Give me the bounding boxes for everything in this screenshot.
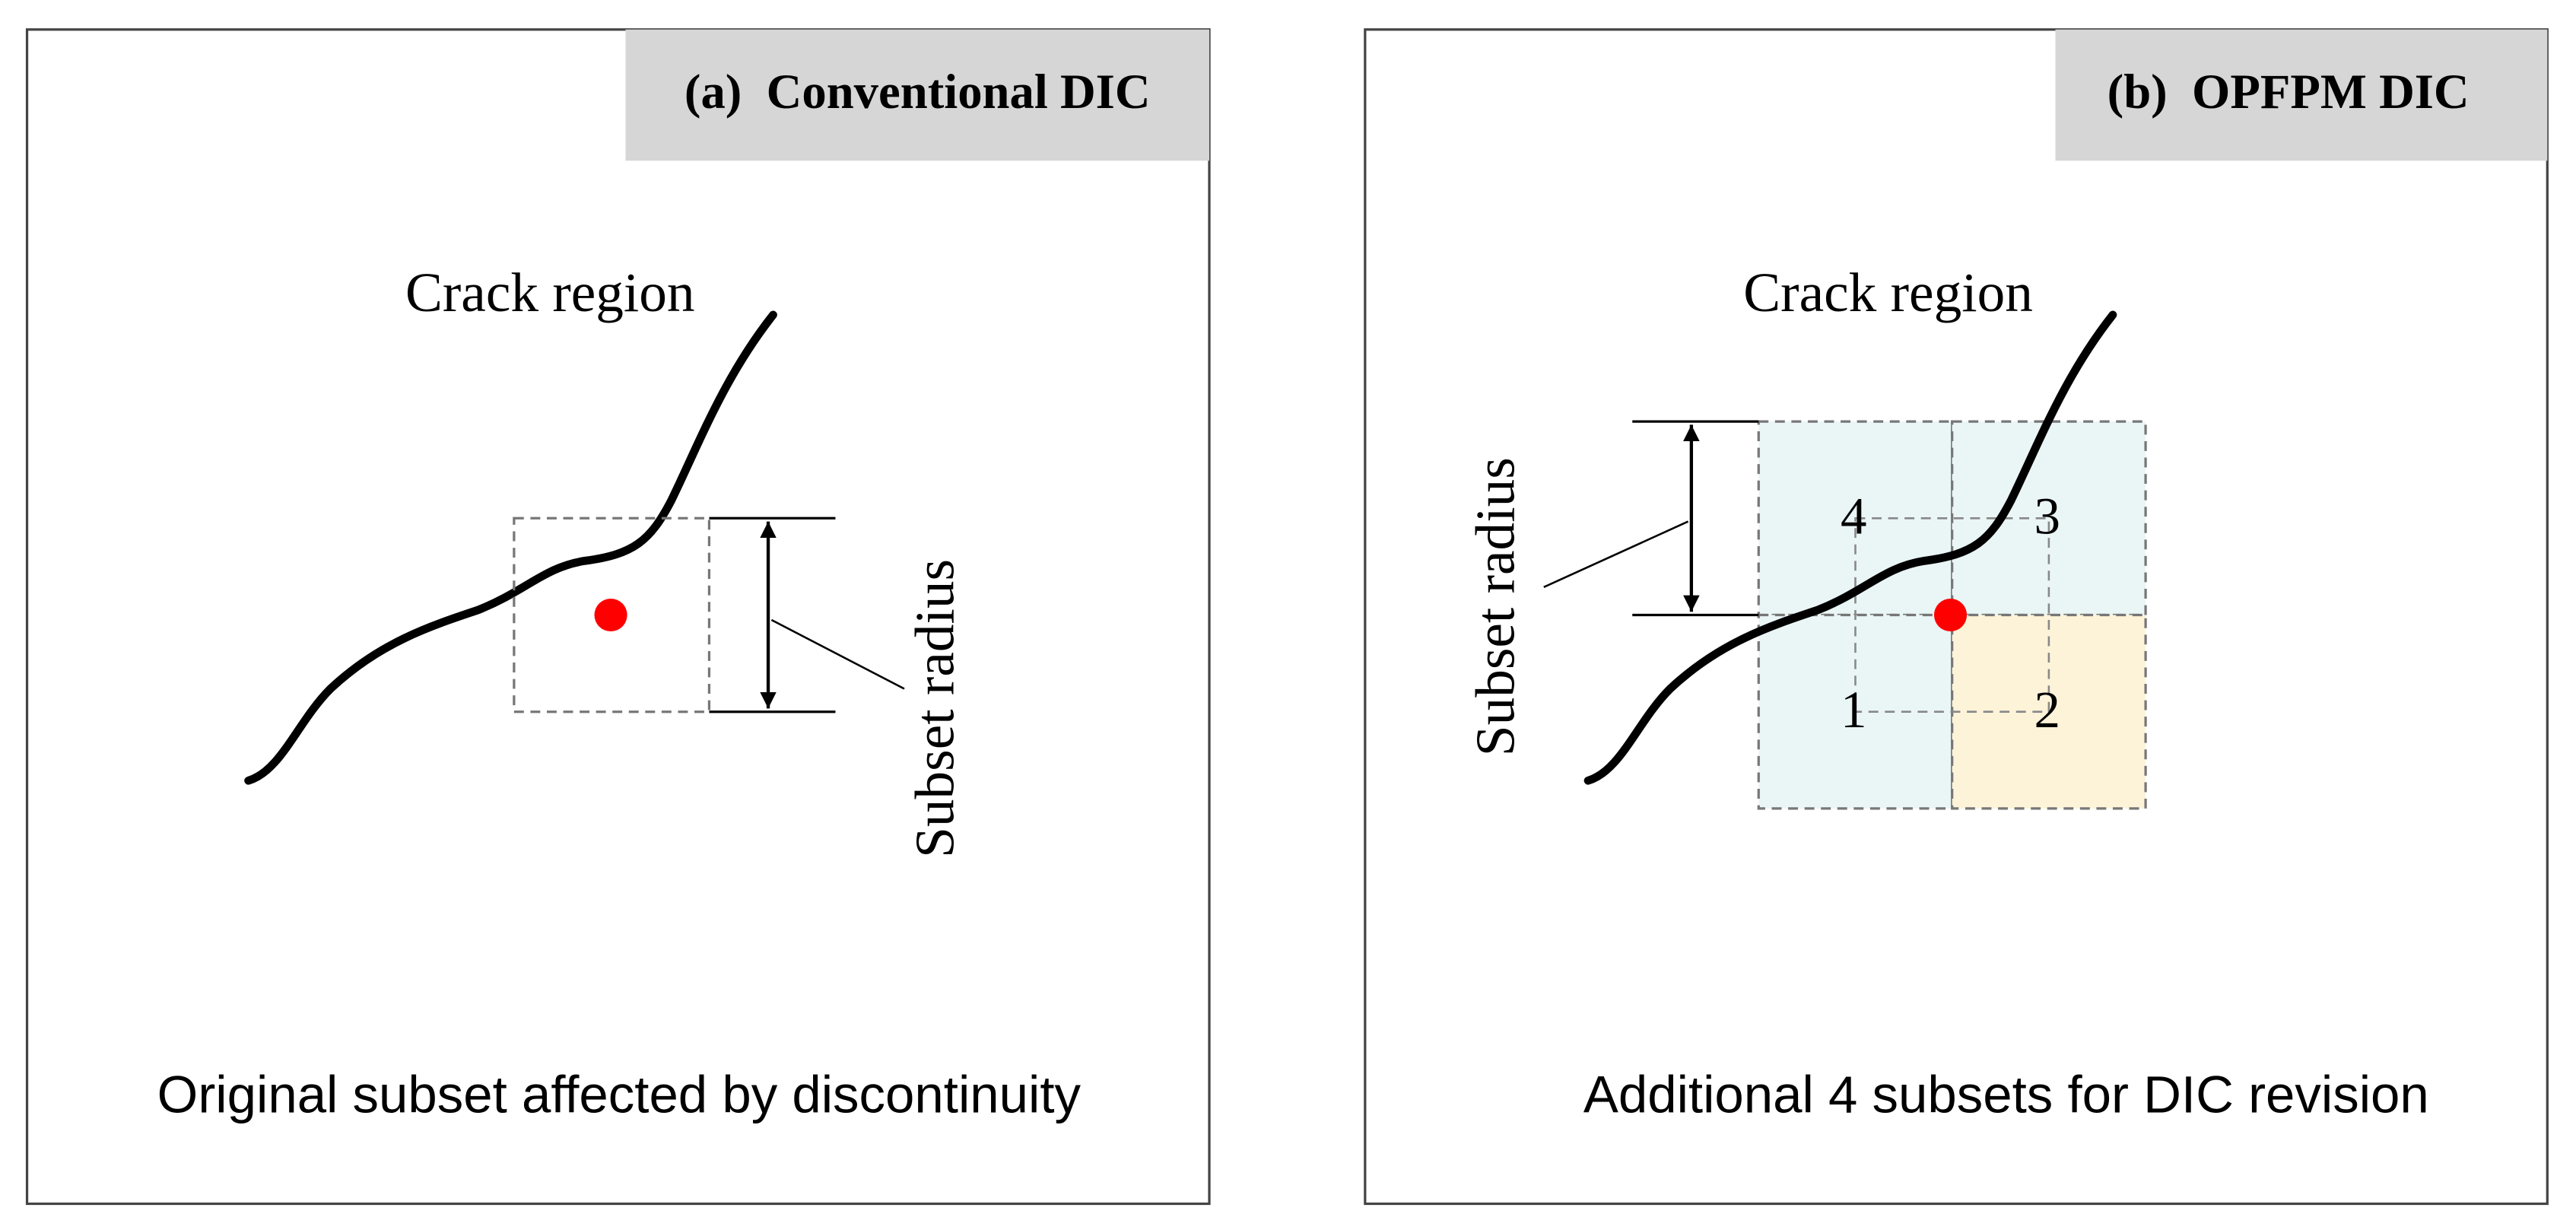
radius-label: Subset radius <box>904 559 965 858</box>
caption: Additional 4 subsets for DIC revision <box>1583 1066 2429 1124</box>
inner-subset <box>1854 517 2050 713</box>
panel-b: (b) OPFPM DIC Crack region 4 3 1 2 Subse… <box>1364 28 2549 1206</box>
title-box <box>2055 29 2548 161</box>
subset-number: 4 <box>1841 487 1867 545</box>
crack-label: Crack region <box>1743 262 2033 323</box>
center-point <box>594 598 627 632</box>
radius-label: Subset radius <box>1465 457 1526 756</box>
leader-line <box>770 618 905 690</box>
leader-line <box>1543 520 1689 589</box>
panel-a: (a) Conventional DIC Crack region Subset… <box>25 28 1211 1206</box>
crack-line <box>1583 310 2117 785</box>
crack-line <box>244 310 777 785</box>
crack-label: Crack region <box>405 262 695 323</box>
center-point <box>1933 598 1968 632</box>
panel-title: (b) OPFPM DIC <box>2107 64 2470 119</box>
panel-frame <box>25 28 1211 1206</box>
subset-box <box>513 516 711 714</box>
title-box <box>625 29 1210 161</box>
subset-number: 3 <box>2034 487 2060 545</box>
subset-number: 1 <box>1841 681 1867 739</box>
caption: Original subset affected by discontinuit… <box>157 1066 1082 1124</box>
panel-title: (a) Conventional DIC <box>684 64 1151 119</box>
panel-frame <box>1364 28 2549 1206</box>
subset-number: 2 <box>2034 681 2060 739</box>
